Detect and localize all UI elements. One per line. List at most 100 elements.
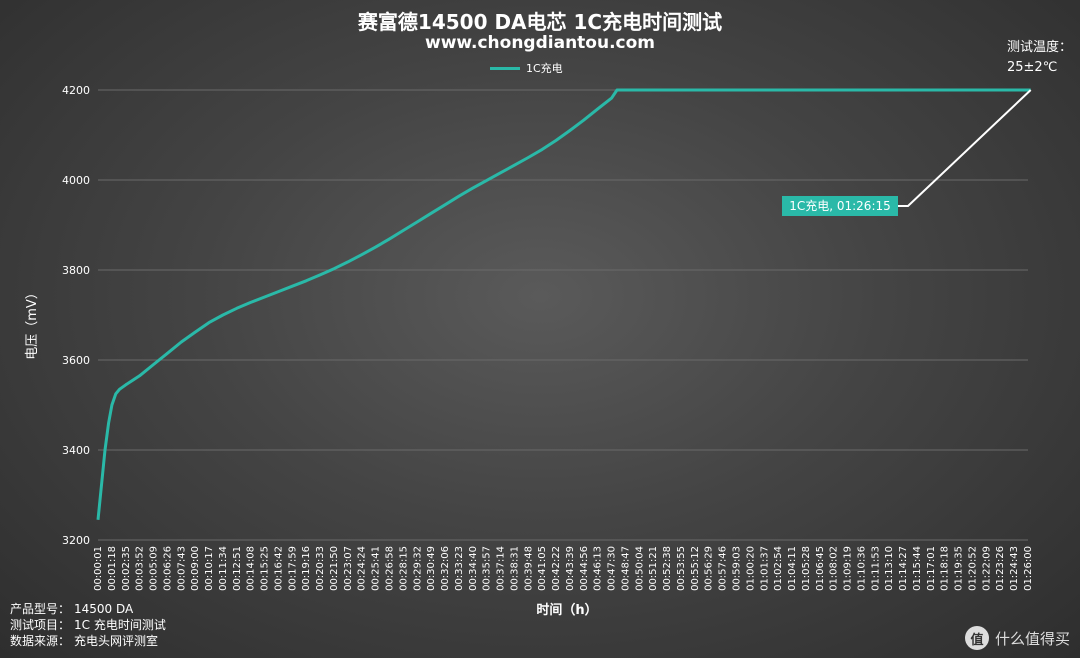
x-tick-label: 00:55:12 [690, 546, 701, 591]
series-layer [96, 88, 1031, 520]
footer-value: 1C 充电时间测试 [74, 618, 166, 632]
x-tick-label: 00:25:41 [371, 546, 382, 591]
x-tick-label: 01:26:00 [1023, 546, 1034, 591]
x-tick-label: 00:29:32 [412, 546, 423, 591]
legend-label: 1C充电 [526, 62, 563, 75]
x-tick-label: 00:41:05 [537, 546, 548, 591]
x-tick-label: 00:57:46 [718, 546, 729, 591]
footer-label: 数据来源： [10, 634, 71, 648]
x-tick-label: 00:17:59 [287, 546, 298, 591]
logo-text: 什么值得买 [994, 629, 1070, 648]
x-tick-label: 01:01:37 [759, 546, 770, 591]
y-axis: 3200 3400 3600 3800 4000 4200 [62, 84, 90, 547]
logo-badge-icon: 值 [964, 626, 989, 650]
y-tick-label: 3400 [62, 444, 90, 457]
x-tick-label: 01:10:36 [856, 546, 867, 591]
x-tick-label: 00:34:40 [468, 546, 479, 591]
x-tick-label: 00:15:25 [260, 546, 271, 591]
footer-row: 测试项目： 1C 充电时间测试 [10, 617, 166, 633]
annotation-box [782, 196, 898, 216]
x-tick-label: 00:19:16 [301, 546, 312, 591]
annotation-leader-line [898, 89, 1032, 207]
x-tick-label: 00:43:39 [565, 546, 576, 591]
x-tick-label: 00:28:15 [398, 546, 409, 591]
x-tick-label: 00:47:30 [607, 546, 618, 591]
x-tick-label: 00:12:51 [232, 546, 243, 591]
x-tick-label: 00:33:23 [454, 546, 465, 591]
site-logo: 值 什么值得买 [964, 626, 1070, 650]
x-tick-label: 01:14:27 [898, 546, 909, 591]
x-axis-label: 时间（h） [536, 602, 597, 618]
gridlines [98, 89, 1028, 541]
legend-swatch [490, 66, 520, 70]
x-axis: 00:00:01 00:01:18 00:02:35 00:03:52 00:05:09… [93, 546, 1034, 591]
x-tick-label: 01:00:20 [745, 546, 756, 591]
x-tick-label: 00:20:33 [315, 546, 326, 591]
temperature-label: 测试温度： [1006, 40, 1072, 55]
annotation-layer: 1C充电, 01:26:15 [782, 89, 1032, 216]
x-tick-label: 01:11:53 [870, 546, 881, 591]
x-tick-label: 01:19:35 [954, 546, 965, 591]
x-tick-label: 01:24:43 [1009, 546, 1020, 591]
annotation-label: 1C充电, 01:26:15 [789, 198, 891, 213]
footer-row: 数据来源： 充电头网评测室 [10, 633, 166, 649]
x-tick-label: 00:35:57 [482, 546, 493, 591]
x-tick-label: 00:42:22 [551, 546, 562, 591]
x-tick-label: 01:20:52 [967, 546, 978, 591]
footer-label: 产品型号： [10, 602, 71, 616]
x-tick-label: 00:37:14 [496, 546, 507, 591]
x-tick-label: 00:53:55 [676, 546, 687, 591]
x-tick-label: 01:09:19 [843, 546, 854, 591]
y-tick-label: 3800 [62, 264, 90, 277]
x-tick-label: 00:11:34 [218, 546, 229, 591]
y-tick-label: 4000 [62, 174, 90, 187]
x-tick-label: 01:13:10 [884, 546, 895, 591]
x-tick-label: 01:08:02 [829, 546, 840, 591]
x-tick-label: 00:00:01 [93, 546, 104, 591]
x-tick-label: 00:24:24 [357, 546, 368, 591]
test-temperature: 测试温度： 25±2℃ [1007, 38, 1072, 78]
x-tick-label: 00:16:42 [273, 546, 284, 591]
x-tick-label: 00:59:03 [732, 546, 743, 591]
x-tick-label: 00:09:00 [190, 546, 201, 591]
x-tick-label: 00:26:58 [384, 546, 395, 591]
y-axis-label: 电压（mV） [25, 286, 40, 360]
footer-info: 产品型号： 14500 DA 测试项目： 1C 充电时间测试 数据来源： 充电头网评测… [10, 601, 166, 649]
x-tick-label: 01:06:45 [815, 546, 826, 591]
x-tick-label: 00:51:21 [648, 546, 659, 591]
legend: 1C充电 [490, 60, 563, 76]
x-tick-label: 00:06:26 [162, 546, 173, 591]
y-tick-label: 3600 [62, 354, 90, 367]
footer-row: 产品型号： 14500 DA [10, 601, 166, 617]
chart-title: 赛富德14500 DA电芯 1C充电时间测试 [357, 10, 723, 34]
x-tick-label: 01:05:28 [801, 546, 812, 591]
x-tick-label: 00:01:18 [107, 546, 118, 591]
x-tick-label: 00:56:29 [704, 546, 715, 591]
x-tick-label: 00:05:09 [149, 546, 160, 591]
x-tick-label: 00:52:38 [662, 546, 673, 591]
x-tick-label: 00:46:13 [593, 546, 604, 591]
chart-subtitle: www.chongdiantou.com [424, 33, 656, 53]
x-tick-label: 01:18:18 [940, 546, 951, 591]
x-tick-label: 01:23:26 [995, 546, 1006, 591]
x-tick-label: 00:21:50 [329, 546, 340, 591]
y-tick-label: 3200 [62, 534, 90, 547]
x-tick-label: 00:23:07 [343, 546, 354, 591]
temperature-value: 25±2℃ [1006, 60, 1058, 75]
x-tick-label: 01:02:54 [773, 546, 784, 591]
x-tick-label: 01:04:11 [787, 546, 798, 591]
series-line-1c-charge [96, 88, 1031, 520]
x-tick-label: 00:02:35 [121, 546, 132, 591]
x-tick-label: 00:03:52 [135, 546, 146, 591]
footer-label: 测试项目： [10, 618, 71, 632]
y-tick-label: 4200 [62, 84, 90, 97]
x-tick-label: 00:39:48 [523, 546, 534, 591]
x-tick-label: 01:15:44 [912, 546, 923, 591]
x-tick-label: 01:17:01 [926, 546, 937, 591]
x-tick-label: 01:22:09 [981, 546, 992, 591]
footer-value: 14500 DA [74, 602, 134, 616]
x-tick-label: 00:48:47 [620, 546, 631, 591]
x-tick-label: 00:50:04 [634, 546, 645, 591]
x-tick-label: 00:38:31 [509, 546, 520, 591]
